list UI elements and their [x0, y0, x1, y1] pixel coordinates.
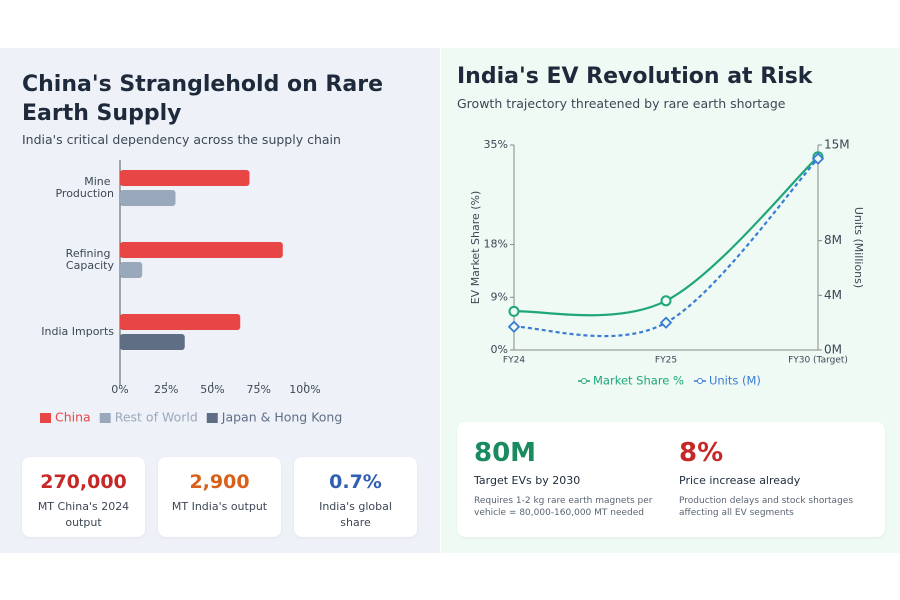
- point: [660, 295, 672, 307]
- series-line: [513, 155, 819, 317]
- panel-title: India's EV Revolution at Risk: [457, 64, 813, 89]
- y2-axis-title: Units (Millions): [852, 207, 865, 288]
- category-label: Mine Production: [55, 175, 114, 200]
- category-label-line: Production: [55, 187, 114, 200]
- stat-card: 2,900 MT India's output: [158, 457, 281, 537]
- legend-label: China: [55, 410, 91, 425]
- category-label: India Imports: [41, 325, 114, 338]
- legend-label: Japan & Hong Kong: [221, 410, 343, 425]
- bar: [120, 334, 185, 350]
- category-label-line: Capacity: [66, 259, 115, 272]
- stat-card: 80M Target EVs by 2030 Requires 1-2 kg r…: [457, 422, 885, 537]
- x-tick-label: FY30 (Target): [788, 356, 848, 366]
- left-panel: China's Stranglehold on Rare Earth Suppl…: [0, 48, 440, 553]
- y2-tick-label: 8M: [824, 233, 842, 247]
- category-label-line: Refining: [66, 247, 114, 260]
- stat-label: Target EVs by 2030: [474, 474, 581, 487]
- legend-swatch: [581, 378, 587, 384]
- category-label: Refining Capacity: [66, 247, 115, 272]
- legend-swatch: [40, 413, 51, 423]
- stat-value: 270,000: [40, 471, 127, 493]
- legend-swatch: [206, 413, 218, 423]
- stat-value: 0.7%: [329, 471, 382, 493]
- legend-label: Units (M): [709, 374, 761, 388]
- x-tick-label: 100%: [289, 383, 320, 396]
- stat-label: Price increase already: [679, 474, 801, 487]
- y2-tick-label: 0M: [824, 343, 842, 357]
- y-tick-label: 9%: [491, 290, 508, 303]
- legend-label: Rest of World: [115, 410, 198, 425]
- y-axis-title: EV Market Share (%): [469, 191, 482, 305]
- stat-value: 8%: [679, 438, 724, 468]
- bar: [120, 190, 176, 206]
- y-tick-label: 0%: [491, 343, 508, 356]
- panel-subtitle: India's critical dependency across the s…: [22, 132, 341, 147]
- panel-subtitle: Growth trajectory threatened by rare ear…: [457, 96, 786, 111]
- x-tick-label: 25%: [154, 383, 178, 396]
- x-tick-label: FY24: [503, 356, 525, 366]
- x-tick-label: 50%: [200, 383, 224, 396]
- bar: [120, 262, 143, 278]
- stat-label: MT India's output: [171, 500, 268, 513]
- legend-swatch: [696, 378, 703, 384]
- panel-title: China's Stranglehold on Rare Earth Suppl…: [22, 72, 383, 126]
- x-tick-label: FY25: [655, 356, 677, 366]
- stat-value: 2,900: [189, 471, 250, 493]
- bar: [120, 170, 250, 186]
- point: [811, 152, 825, 165]
- stat-card: 0.7% India's global share: [294, 457, 417, 537]
- bar: [120, 242, 283, 258]
- x-tick-label: 0%: [111, 383, 128, 396]
- bar: [120, 314, 241, 330]
- series-line: [513, 157, 819, 338]
- point: [507, 320, 521, 333]
- point: [508, 305, 520, 317]
- legend-swatch: [99, 413, 111, 423]
- stat-label: MT China's 2024 output: [37, 500, 130, 529]
- legend-label: Market Share %: [593, 374, 684, 388]
- y2-tick-label: 15M: [824, 138, 850, 152]
- y2-tick-label: 4M: [824, 288, 842, 302]
- category-label-line: Mine: [84, 175, 114, 188]
- stat-card: 270,000 MT China's 2024 output: [22, 457, 145, 537]
- y-tick-label: 18%: [484, 238, 508, 251]
- stat-note: Requires 1-2 kg rare earth magnets per v…: [474, 496, 653, 518]
- point: [659, 316, 673, 329]
- stat-label: India's global share: [319, 500, 392, 529]
- stat-value: 80M: [474, 438, 537, 468]
- stat-note: Production delays and stock shortages af…: [679, 496, 854, 518]
- y-tick-label: 35%: [484, 138, 508, 151]
- x-tick-label: 75%: [247, 383, 271, 396]
